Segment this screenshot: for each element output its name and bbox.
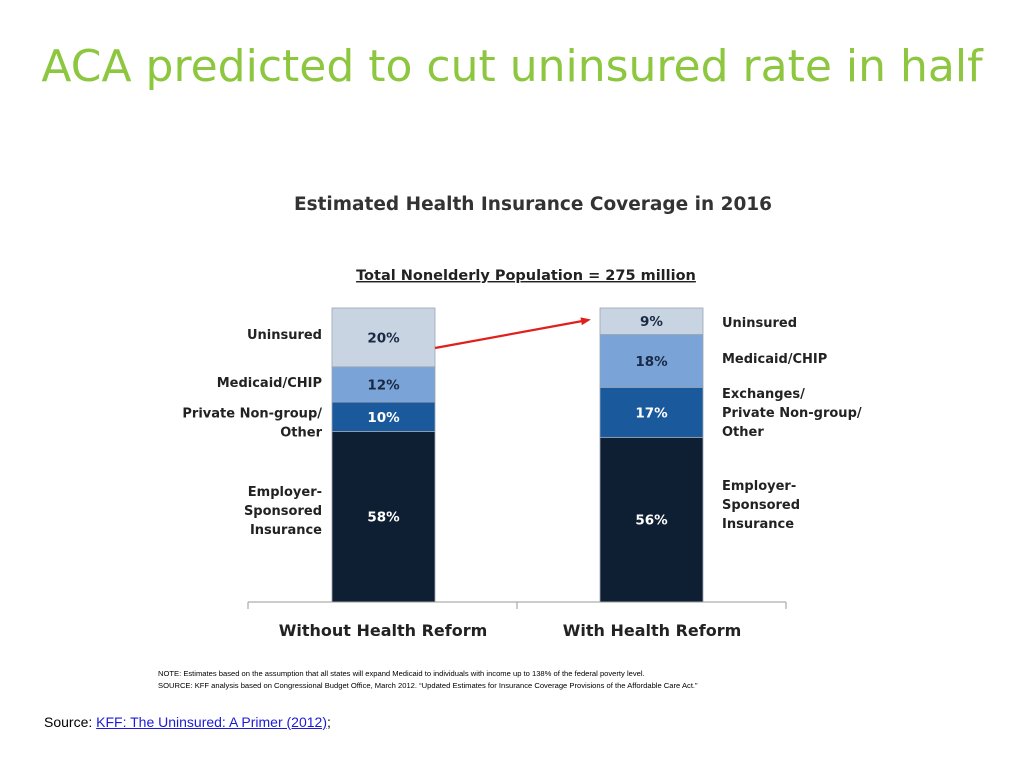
bar-segment-uninsured-2 bbox=[599, 307, 704, 335]
labels-layer: 58% 10% 12% 20% 56% 17% 18% 9% Employer- Sponsore… bbox=[182, 314, 861, 538]
source-line: Source: KFF: The Uninsured: A Primer (20… bbox=[44, 714, 331, 730]
source-prefix: Source: bbox=[44, 714, 97, 730]
data-label-employer-2: 56% bbox=[635, 513, 668, 529]
left-label-private-line-2: Other bbox=[280, 426, 322, 441]
bar-segment-uninsured-1 bbox=[331, 307, 436, 368]
right-label-employer-line-3: Insurance bbox=[722, 517, 794, 532]
bar-segment-employer-1 bbox=[331, 431, 436, 603]
data-label-medicaid-1: 12% bbox=[367, 377, 400, 393]
left-label-medicaid-line-1: Medicaid/CHIP bbox=[217, 376, 322, 391]
left-label-employer-line-2: Sponsored bbox=[244, 504, 322, 519]
data-label-uninsured-1: 20% bbox=[367, 330, 400, 346]
bars-layer bbox=[331, 307, 704, 603]
source-link[interactable]: KFF: The Uninsured: A Primer (2012) bbox=[96, 714, 327, 730]
source-note-text: SOURCE: KFF analysis based on Congressio… bbox=[158, 681, 698, 690]
left-label-employer-line-3: Insurance bbox=[250, 523, 322, 538]
slide-title: ACA predicted to cut uninsured rate in h… bbox=[41, 41, 983, 92]
data-label-uninsured-2: 9% bbox=[640, 314, 663, 330]
bar-segment-private-2 bbox=[599, 386, 704, 438]
left-label-private-line-1: Private Non-group/ bbox=[182, 407, 322, 422]
x-axis: Without Health Reform With Health Reform bbox=[247, 601, 787, 640]
right-label-private-line-3: Other bbox=[722, 425, 764, 440]
data-label-medicaid-2: 18% bbox=[635, 354, 668, 370]
bar-segment-medicaid-2 bbox=[599, 334, 704, 388]
left-label-employer-line-1: Employer- bbox=[248, 485, 322, 500]
data-label-employer-1: 58% bbox=[367, 510, 400, 526]
x-tick-label-1: Without Health Reform bbox=[279, 621, 488, 640]
note-text: NOTE: Estimates based on the assumption … bbox=[158, 669, 645, 678]
chart-subtitle: Total Nonelderly Population = 275 millio… bbox=[356, 268, 696, 284]
change-arrow-line bbox=[434, 317, 591, 350]
change-arrow bbox=[434, 317, 591, 350]
chart-notes: NOTE: Estimates based on the assumption … bbox=[158, 668, 878, 692]
chart-title: Estimated Health Insurance Coverage in 2… bbox=[294, 194, 772, 215]
right-label-medicaid-line-1: Medicaid/CHIP bbox=[722, 352, 827, 367]
right-label-employer-line-2: Sponsored bbox=[722, 498, 800, 513]
data-label-private-1: 10% bbox=[367, 410, 400, 426]
left-label-uninsured-line-1: Uninsured bbox=[247, 328, 322, 343]
stacked-bar-chart: Estimated Health Insurance Coverage in 2… bbox=[182, 194, 861, 640]
right-label-private-line-1: Exchanges/ bbox=[722, 387, 805, 402]
right-label-uninsured-line-1: Uninsured bbox=[722, 316, 797, 331]
right-label-employer-line-1: Employer- bbox=[722, 479, 796, 494]
right-label-private-line-2: Private Non-group/ bbox=[722, 406, 862, 421]
data-label-private-2: 17% bbox=[635, 405, 668, 421]
bar-segment-medicaid-1 bbox=[331, 366, 436, 403]
source-suffix: ; bbox=[326, 714, 331, 730]
x-tick-label-2: With Health Reform bbox=[563, 621, 742, 640]
